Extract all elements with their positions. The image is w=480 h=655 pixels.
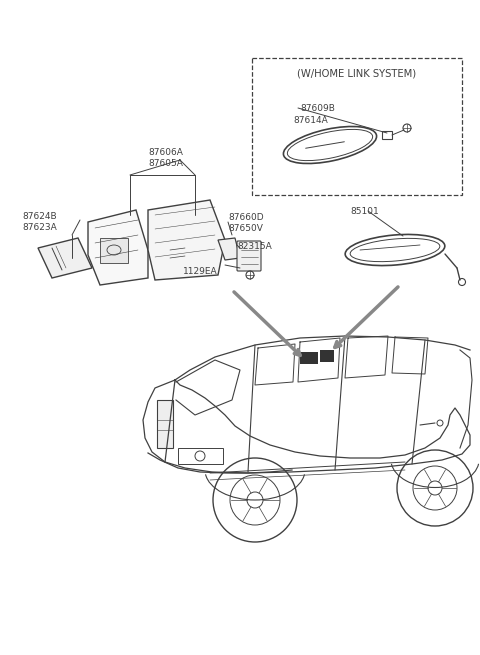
- Bar: [320, 350, 334, 362]
- Polygon shape: [148, 200, 225, 280]
- Bar: [300, 352, 318, 364]
- Bar: [178, 448, 223, 464]
- Bar: [382, 131, 392, 139]
- Bar: [157, 400, 173, 448]
- Bar: [252, 58, 462, 195]
- Text: 87606A: 87606A: [148, 148, 183, 157]
- Text: 87614A: 87614A: [293, 116, 328, 125]
- Text: 87660D: 87660D: [228, 213, 264, 222]
- Text: 87623A: 87623A: [22, 223, 57, 232]
- Polygon shape: [218, 238, 240, 260]
- Text: 87624B: 87624B: [22, 212, 57, 221]
- Polygon shape: [88, 210, 148, 285]
- FancyBboxPatch shape: [237, 241, 261, 271]
- Text: 1129EA: 1129EA: [183, 267, 217, 276]
- Bar: [100, 238, 128, 263]
- Text: (W/HOME LINK SYSTEM): (W/HOME LINK SYSTEM): [298, 68, 417, 78]
- Text: 82315A: 82315A: [237, 242, 272, 251]
- Text: 87609B: 87609B: [300, 104, 335, 113]
- Text: 85101: 85101: [350, 207, 379, 216]
- Text: 87605A: 87605A: [148, 159, 183, 168]
- Polygon shape: [38, 238, 92, 278]
- Text: 87650V: 87650V: [228, 224, 263, 233]
